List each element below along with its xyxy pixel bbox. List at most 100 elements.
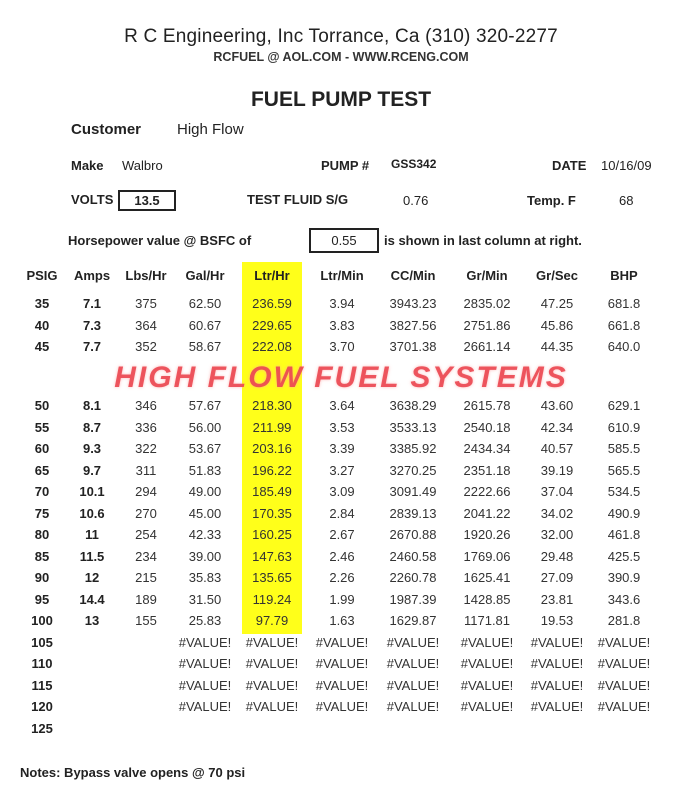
table-cell: 120 (31, 699, 53, 714)
table-cell: 55 (34, 419, 50, 435)
table-cell: 218.30 (252, 398, 292, 413)
contact-line: RCFUEL @ AOL.COM - WWW.RCENG.COM (213, 50, 469, 64)
table-cell: 661.8 (607, 317, 641, 333)
table-cell: 47.25 (540, 296, 574, 311)
table-cell: 2434.34 (463, 441, 511, 456)
table-cell: 12 (84, 570, 100, 585)
table-cell: 60 (34, 441, 50, 456)
table-cell: 7.3 (82, 317, 102, 333)
temp-value: 68 (619, 193, 634, 208)
table-cell: 3385.92 (389, 441, 437, 456)
table-cell: 9.7 (82, 462, 102, 478)
table-cell: 3.39 (329, 441, 355, 456)
table-cell: 229.65 (252, 317, 292, 333)
column-header: Ltr/Hr (254, 268, 290, 283)
table-cell: 565.5 (607, 462, 641, 478)
table-cell: 1428.85 (463, 591, 511, 607)
table-cell: 1920.26 (463, 527, 511, 542)
table-cell: 2041.22 (463, 505, 511, 521)
table-cell: 31.50 (188, 591, 222, 607)
table-cell: 45.86 (540, 317, 574, 333)
table-cell: #VALUE! (597, 656, 651, 671)
table-cell: 35 (34, 296, 50, 311)
table-cell: 3943.23 (389, 296, 437, 311)
table-cell: 95 (34, 591, 50, 607)
table-cell: #VALUE! (178, 677, 232, 693)
table-cell: 14.4 (79, 591, 105, 607)
date-label: DATE (552, 158, 587, 173)
table-cell: 8.7 (82, 419, 102, 435)
table-cell: 11 (85, 527, 99, 542)
table-cell: 2351.18 (463, 462, 511, 478)
table-cell: 234 (135, 548, 157, 564)
column-header: Gr/Min (466, 268, 508, 283)
table-cell: 11.5 (79, 548, 105, 564)
table-cell: 49.00 (188, 484, 222, 499)
table-cell: 56.00 (188, 419, 222, 435)
table-cell: 39.00 (188, 548, 222, 564)
make-value: Walbro (122, 158, 163, 173)
column-header: BHP (610, 268, 638, 283)
table-cell: 2222.66 (463, 484, 511, 499)
table-cell: 3091.49 (389, 484, 437, 499)
table-cell: #VALUE! (245, 699, 299, 714)
table-cell: #VALUE! (530, 634, 584, 650)
table-cell: 60.67 (188, 317, 222, 333)
table-cell: 10.1 (79, 484, 105, 499)
table-cell: 3.09 (329, 484, 355, 499)
customer-value: High Flow (177, 121, 244, 138)
table-cell: 7.1 (82, 296, 102, 311)
table-cell: 1987.39 (389, 591, 437, 607)
table-cell: 23.81 (540, 591, 574, 607)
table-cell: 125 (31, 720, 53, 736)
table-cell: 170.35 (252, 505, 292, 521)
table-cell: 58.67 (188, 339, 222, 354)
bsfc-value: 0.55 (309, 228, 379, 253)
table-cell: #VALUE! (460, 677, 514, 693)
table-cell: 375 (135, 296, 157, 311)
column-header: CC/Min (390, 268, 436, 283)
table-cell: 45.00 (188, 505, 222, 521)
table-cell: 45 (34, 339, 50, 354)
table-cell: 147.63 (252, 548, 292, 564)
table-cell: 115 (31, 677, 53, 693)
table-cell: 8.1 (82, 398, 102, 413)
table-cell: 1171.81 (463, 613, 511, 628)
date-value: 10/16/09 (601, 158, 652, 173)
table-cell: 42.33 (188, 527, 222, 542)
table-cell: 40 (34, 317, 50, 333)
table-cell: 196.22 (252, 462, 292, 478)
customer-label: Customer (71, 121, 142, 138)
table-cell: 13 (84, 613, 100, 628)
table-cell: 322 (135, 441, 157, 456)
table-cell: 35.83 (188, 570, 222, 585)
table-cell: 2835.02 (463, 296, 511, 311)
table-cell: 364 (135, 317, 157, 333)
table-cell: 640.0 (607, 339, 641, 354)
table-cell: 294 (135, 484, 157, 499)
table-cell: #VALUE! (245, 634, 299, 650)
table-cell: 236.59 (252, 296, 292, 311)
table-cell: 57.67 (188, 398, 222, 413)
page-title: FUEL PUMP TEST (250, 88, 432, 111)
table-cell: 189 (135, 591, 157, 607)
table-cell: 50 (34, 398, 50, 413)
table-cell: 40.57 (540, 441, 574, 456)
column-header: Gr/Sec (536, 268, 578, 283)
table-cell: 100 (31, 613, 53, 628)
table-cell: 534.5 (607, 484, 641, 499)
table-cell: 336 (135, 419, 157, 435)
test-fluid-value: 0.76 (403, 193, 429, 208)
table-cell: 3.64 (329, 398, 355, 413)
table-cell: 135.65 (252, 570, 292, 585)
table-cell: 610.9 (607, 419, 641, 435)
table-cell: 2260.78 (389, 570, 437, 585)
table-cell: 2460.58 (389, 548, 437, 564)
table-cell: #VALUE! (386, 634, 440, 650)
table-cell: 1625.41 (463, 570, 511, 585)
table-cell: 203.16 (252, 441, 292, 456)
table-cell: 110 (31, 656, 53, 671)
table-cell: 2839.13 (389, 505, 437, 521)
table-cell: #VALUE! (530, 677, 584, 693)
table-cell: 2540.18 (463, 419, 511, 435)
